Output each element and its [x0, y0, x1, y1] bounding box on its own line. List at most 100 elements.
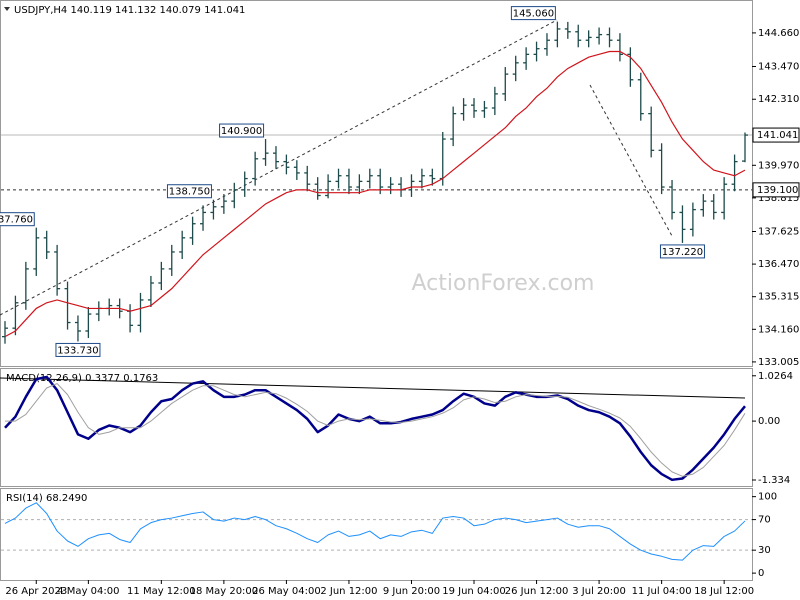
- ohlc-bar: [679, 205, 686, 243]
- ohlc-bar: [356, 174, 363, 195]
- y-tick-label: 1.0264: [758, 371, 793, 382]
- ohlc-bar: [64, 281, 71, 330]
- annotation-label: 133.730: [57, 345, 98, 356]
- annotation-box: [0, 212, 35, 227]
- ohlc-bar: [512, 55, 519, 82]
- ohlc-bar: [241, 171, 248, 197]
- ohlc-bar: [272, 146, 279, 169]
- ohlc-bar: [564, 21, 571, 39]
- ohlc-bar: [408, 174, 415, 197]
- ohlc-bar: [220, 194, 227, 214]
- ohlc-bar: [200, 205, 207, 231]
- ohlc-bar: [721, 177, 728, 220]
- x-tick-label: 19 Jun 04:00: [442, 586, 506, 597]
- ohlc-bar: [523, 47, 530, 70]
- ohlc-bar: [606, 27, 613, 48]
- ohlc-bar: [74, 315, 81, 342]
- x-tick-label: 18 Jul 12:00: [694, 586, 754, 597]
- y-tick-label: -1.334: [758, 475, 790, 486]
- panel-title: USDJPY,H4 140.119 141.132 140.079 141.04…: [14, 5, 245, 16]
- trendlines: [0, 19, 673, 316]
- ohlc-bar: [460, 98, 467, 121]
- ohlc-bar: [554, 21, 561, 48]
- ohlc-bar: [648, 106, 655, 158]
- y-tick-label: 144.660: [758, 28, 799, 39]
- y-tick-label: 137.625: [758, 226, 799, 237]
- annotation-box: [166, 184, 212, 199]
- annotation-label: 137.220: [662, 247, 703, 258]
- x-tick-label: 2 Jun 12:00: [320, 586, 377, 597]
- price-label-box: [752, 182, 800, 198]
- annotation-box: [219, 123, 265, 138]
- ohlc-bar: [502, 67, 509, 101]
- ohlc-bar: [585, 30, 592, 48]
- ohlc-bar: [168, 244, 175, 276]
- series-line: [4, 502, 746, 561]
- ohlc-bar: [345, 168, 352, 195]
- ohlc-bar: [366, 168, 373, 189]
- y-tick-label: 139.970: [758, 160, 799, 171]
- y-tick-label: 136.470: [758, 259, 799, 270]
- macd-trendline: [0, 377, 746, 399]
- y-tick-label: 138.815: [758, 193, 799, 204]
- ohlc-bar: [689, 202, 696, 237]
- ohlc-bar: [481, 100, 488, 118]
- x-tick-label: 26 Apr 2023: [5, 586, 67, 597]
- price-label: 141.041: [757, 130, 798, 141]
- ohlc-bar: [179, 230, 186, 260]
- trendline: [589, 84, 673, 237]
- ohlc-bar: [158, 261, 165, 291]
- ohlc-bar: [304, 165, 311, 192]
- y-tick-label: 135.315: [758, 292, 799, 303]
- ohlc-bar: [231, 182, 238, 209]
- ohlc-bar: [33, 227, 40, 276]
- panel-title: RSI(14) 68.2490: [6, 493, 87, 504]
- ohlc-bar: [450, 106, 457, 147]
- x-tick-label: 26 Jun 12:00: [505, 586, 569, 597]
- ohlc-bar: [22, 261, 29, 310]
- ohlc-bar: [335, 168, 342, 189]
- y-tick-label: 0: [758, 568, 764, 579]
- x-tick-label: 3 Jul 20:00: [572, 586, 626, 597]
- price-label: 139.100: [757, 185, 798, 196]
- ohlc-bar: [85, 307, 92, 339]
- x-tick-label: 4 May 04:00: [57, 586, 119, 597]
- annotation-label: 140.900: [221, 126, 262, 137]
- x-tick-label: 11 Jul 04:00: [632, 586, 692, 597]
- ohlc-bar: [669, 179, 676, 220]
- y-tick-label: 133.005: [758, 357, 799, 368]
- annotation-box: [55, 342, 101, 357]
- ohlc-bar: [2, 321, 8, 344]
- ohlc-bar: [387, 177, 394, 195]
- annotation-label: 137.760: [0, 215, 33, 226]
- annotation-box: [659, 244, 705, 259]
- x-tick-label: 18 May 20:00: [190, 586, 259, 597]
- ohlc-bar: [596, 27, 603, 45]
- ohlc-bar: [147, 275, 154, 308]
- ohlc-bar: [491, 86, 498, 116]
- x-tick-label: 26 May 04:00: [252, 586, 321, 597]
- y-tick-label: 70: [758, 515, 771, 526]
- ohlc-bar: [533, 41, 540, 62]
- series-line: [5, 383, 746, 477]
- ohlc-bar: [616, 33, 623, 62]
- y-tick-label: 0.00: [758, 416, 780, 427]
- ohlc-bar: [731, 154, 738, 192]
- ohlc-bar: [543, 33, 550, 56]
- y-tick-label: 142.310: [758, 94, 799, 105]
- ohlc-bar: [54, 244, 61, 296]
- price-label-box: [752, 127, 800, 143]
- ohlc-bar: [575, 24, 582, 48]
- ohlc-bar: [418, 168, 425, 189]
- ohlc-bar: [314, 177, 321, 200]
- ohlc-bar: [210, 199, 217, 220]
- ohlc-bar: [252, 151, 259, 186]
- moving-average: [4, 50, 746, 338]
- ohlc-bar: [43, 230, 50, 260]
- ohlc-bar: [262, 139, 269, 166]
- watermark: ActionForex.com: [412, 271, 595, 296]
- ohlc-bar: [325, 174, 332, 199]
- ohlc-bar: [710, 194, 717, 220]
- ohlc-bar: [12, 295, 19, 336]
- ohlc-bar: [471, 98, 478, 118]
